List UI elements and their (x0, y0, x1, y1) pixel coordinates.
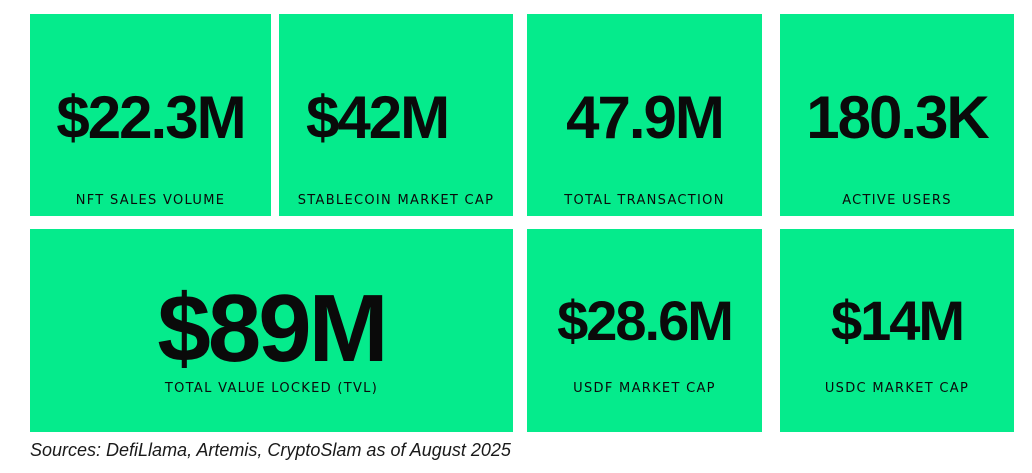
total-transaction-value: 47.9M (566, 84, 725, 151)
nft-sales-volume-card: $22.3M NFT SALES VOLUME (30, 14, 271, 216)
stablecoin-market-cap-value: $42M (306, 84, 450, 151)
total-value-locked-label: TOTAL VALUE LOCKED (TVL) (164, 381, 379, 396)
active-users-value: 180.3K (806, 84, 989, 151)
usdf-market-cap-card: $28.6M USDF MARKET CAP (527, 229, 762, 432)
sources-footnote: Sources: DefiLlama, Artemis, CryptoSlam … (30, 440, 511, 460)
nft-sales-volume-value: $22.3M (56, 84, 246, 151)
total-transaction-label: TOTAL TRANSACTION (564, 193, 725, 208)
total-value-locked-card: $89M TOTAL VALUE LOCKED (TVL) (30, 229, 513, 432)
total-transaction-card: 47.9M TOTAL TRANSACTION (527, 14, 762, 216)
stablecoin-market-cap-card: $42M STABLECOIN MARKET CAP (279, 14, 513, 216)
usdc-market-cap-card: $14M USDC MARKET CAP (780, 229, 1014, 432)
nft-sales-volume-label: NFT SALES VOLUME (75, 193, 226, 208)
usdf-market-cap-label: USDF MARKET CAP (573, 381, 716, 396)
usdc-market-cap-label: USDC MARKET CAP (824, 381, 970, 396)
stablecoin-market-cap-label: STABLECOIN MARKET CAP (297, 193, 495, 208)
total-value-locked-value: $89M (157, 275, 388, 382)
active-users-card: 180.3K ACTIVE USERS (780, 14, 1014, 216)
usdf-market-cap-value: $28.6M (557, 289, 734, 352)
usdc-market-cap-value: $14M (830, 289, 965, 352)
active-users-label: ACTIVE USERS (842, 193, 952, 208)
